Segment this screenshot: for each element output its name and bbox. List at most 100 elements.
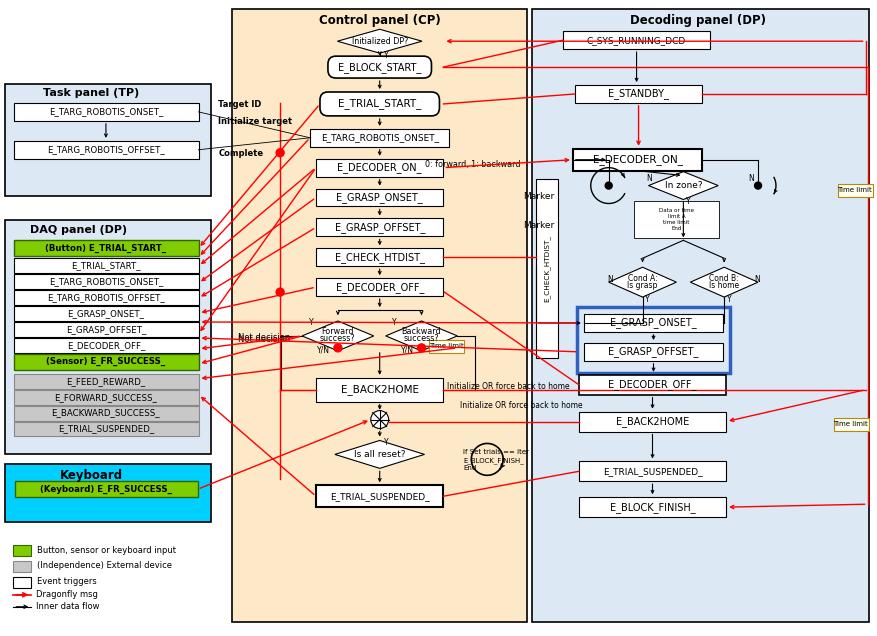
Bar bbox=[310, 129, 449, 147]
Bar bbox=[232, 10, 526, 621]
Polygon shape bbox=[302, 321, 374, 351]
Bar bbox=[14, 338, 198, 353]
Text: Marker: Marker bbox=[523, 192, 553, 201]
Bar bbox=[578, 497, 725, 517]
Text: Cond B:: Cond B: bbox=[709, 273, 738, 282]
Text: Is all reset?: Is all reset? bbox=[353, 450, 405, 459]
Text: Task panel (TP): Task panel (TP) bbox=[43, 88, 139, 98]
Text: Target ID: Target ID bbox=[218, 100, 261, 109]
Text: E_BLOCK_START_: E_BLOCK_START_ bbox=[338, 62, 421, 73]
Bar bbox=[578, 411, 725, 431]
Text: E_BACK2HOME: E_BACK2HOME bbox=[340, 384, 418, 395]
Circle shape bbox=[370, 411, 389, 429]
Bar bbox=[574, 85, 702, 103]
Bar bbox=[13, 545, 32, 556]
Text: E_DECODER_ON_: E_DECODER_ON_ bbox=[337, 162, 422, 173]
Text: E_GRASP_OFFSET_: E_GRASP_OFFSET_ bbox=[66, 325, 146, 334]
Polygon shape bbox=[334, 441, 424, 468]
Text: Forward: Forward bbox=[321, 328, 353, 336]
Text: Initialize OR force back to home: Initialize OR force back to home bbox=[447, 382, 569, 391]
Bar bbox=[316, 278, 443, 296]
Bar bbox=[833, 418, 867, 431]
Bar bbox=[14, 258, 198, 273]
Bar bbox=[14, 274, 198, 289]
Polygon shape bbox=[689, 267, 757, 297]
Circle shape bbox=[604, 182, 611, 189]
Text: success?: success? bbox=[320, 335, 355, 343]
Text: E_TRIAL_SUSPENDED_: E_TRIAL_SUSPENDED_ bbox=[58, 424, 153, 434]
Text: Decoding panel (DP): Decoding panel (DP) bbox=[630, 14, 766, 27]
Bar bbox=[572, 149, 702, 170]
Bar bbox=[316, 188, 443, 207]
Text: Keyboard: Keyboard bbox=[60, 469, 123, 482]
Text: End: End bbox=[463, 466, 476, 471]
Bar bbox=[633, 200, 718, 238]
Text: Y: Y bbox=[392, 319, 396, 328]
Text: Y: Y bbox=[384, 51, 389, 60]
Bar bbox=[576, 307, 730, 373]
FancyBboxPatch shape bbox=[328, 56, 431, 78]
Text: (Keyboard) E_FR_SUCCESS_: (Keyboard) E_FR_SUCCESS_ bbox=[39, 485, 172, 494]
Text: 0: forward, 1: backward: 0: forward, 1: backward bbox=[424, 160, 519, 169]
Text: E_GRASP_ONSET_: E_GRASP_ONSET_ bbox=[336, 192, 423, 203]
Text: E_GRASP_OFFSET_: E_GRASP_OFFSET_ bbox=[334, 222, 424, 233]
Bar bbox=[14, 290, 198, 305]
Text: E_GRASP_OFFSET_: E_GRASP_OFFSET_ bbox=[608, 347, 698, 357]
Bar bbox=[14, 390, 198, 404]
Text: In zone?: In zone? bbox=[664, 181, 702, 190]
Text: E_BLOCK_FINISH_: E_BLOCK_FINISH_ bbox=[609, 502, 695, 513]
Text: E_DECODER_ON_: E_DECODER_ON_ bbox=[592, 155, 681, 165]
Circle shape bbox=[276, 288, 284, 296]
Bar bbox=[583, 343, 723, 361]
Bar bbox=[13, 561, 32, 572]
Bar bbox=[14, 422, 198, 436]
Bar bbox=[583, 314, 723, 332]
Text: E_TARG_ROBOTIS_ONSET_: E_TARG_ROBOTIS_ONSET_ bbox=[49, 107, 163, 116]
Bar bbox=[14, 354, 198, 370]
Text: N: N bbox=[753, 275, 759, 284]
Bar bbox=[14, 322, 198, 337]
Text: E_DECODER_OFF_: E_DECODER_OFF_ bbox=[67, 341, 145, 350]
Bar bbox=[14, 141, 198, 159]
Bar bbox=[5, 84, 211, 195]
Text: (Sensor) E_FR_SUCCESS_: (Sensor) E_FR_SUCCESS_ bbox=[46, 357, 166, 366]
Polygon shape bbox=[337, 29, 422, 53]
Text: Inner data flow: Inner data flow bbox=[36, 602, 100, 611]
Circle shape bbox=[753, 182, 760, 189]
Text: Initialize OR force back to home: Initialize OR force back to home bbox=[460, 401, 582, 410]
Text: Control panel (CP): Control panel (CP) bbox=[318, 14, 440, 27]
Text: (Button) E_TRIAL_START_: (Button) E_TRIAL_START_ bbox=[46, 244, 167, 253]
Text: DAQ panel (DP): DAQ panel (DP) bbox=[31, 225, 127, 235]
Bar bbox=[531, 10, 867, 621]
Bar bbox=[14, 406, 198, 420]
Bar bbox=[316, 485, 443, 507]
Bar bbox=[14, 306, 198, 321]
Text: E_TRIAL_START_: E_TRIAL_START_ bbox=[338, 99, 421, 109]
Text: E_DECODER_OFF_: E_DECODER_OFF_ bbox=[335, 282, 424, 293]
Text: C_SYS_RUNNING_DCD: C_SYS_RUNNING_DCD bbox=[587, 36, 686, 45]
Text: E_STANDBY_: E_STANDBY_ bbox=[608, 88, 668, 99]
Text: E_FORWARD_SUCCESS_: E_FORWARD_SUCCESS_ bbox=[54, 392, 157, 402]
Text: Button, sensor or keyboard input: Button, sensor or keyboard input bbox=[37, 546, 176, 555]
Text: Data or time
limit A
time limit
End: Data or time limit A time limit End bbox=[658, 208, 693, 231]
Text: Not decision: Not decision bbox=[238, 333, 290, 342]
FancyBboxPatch shape bbox=[319, 92, 439, 116]
Bar bbox=[15, 481, 197, 497]
Bar bbox=[316, 159, 443, 177]
Text: N: N bbox=[747, 174, 753, 183]
Bar bbox=[5, 221, 211, 454]
Text: Not decision: Not decision bbox=[238, 335, 290, 345]
Text: E_TARG_ROBOTIS_ONSET_: E_TARG_ROBOTIS_ONSET_ bbox=[49, 277, 163, 286]
Text: Marker: Marker bbox=[523, 221, 553, 230]
Text: E_TARG_ROBOTIS_ONSET_: E_TARG_ROBOTIS_ONSET_ bbox=[320, 134, 438, 142]
Polygon shape bbox=[648, 172, 717, 200]
Text: E_BLOCK_FINISH_: E_BLOCK_FINISH_ bbox=[463, 457, 524, 464]
Text: E_BACK2HOME: E_BACK2HOME bbox=[615, 416, 688, 427]
Circle shape bbox=[333, 344, 341, 352]
Text: Is grasp: Is grasp bbox=[627, 280, 657, 289]
Text: E_DECODER_OFF_: E_DECODER_OFF_ bbox=[608, 379, 695, 390]
Text: Event triggers: Event triggers bbox=[37, 577, 96, 586]
Text: Time limit: Time limit bbox=[429, 343, 463, 349]
Text: (Independence) External device: (Independence) External device bbox=[37, 562, 172, 570]
Text: Y: Y bbox=[384, 438, 389, 447]
